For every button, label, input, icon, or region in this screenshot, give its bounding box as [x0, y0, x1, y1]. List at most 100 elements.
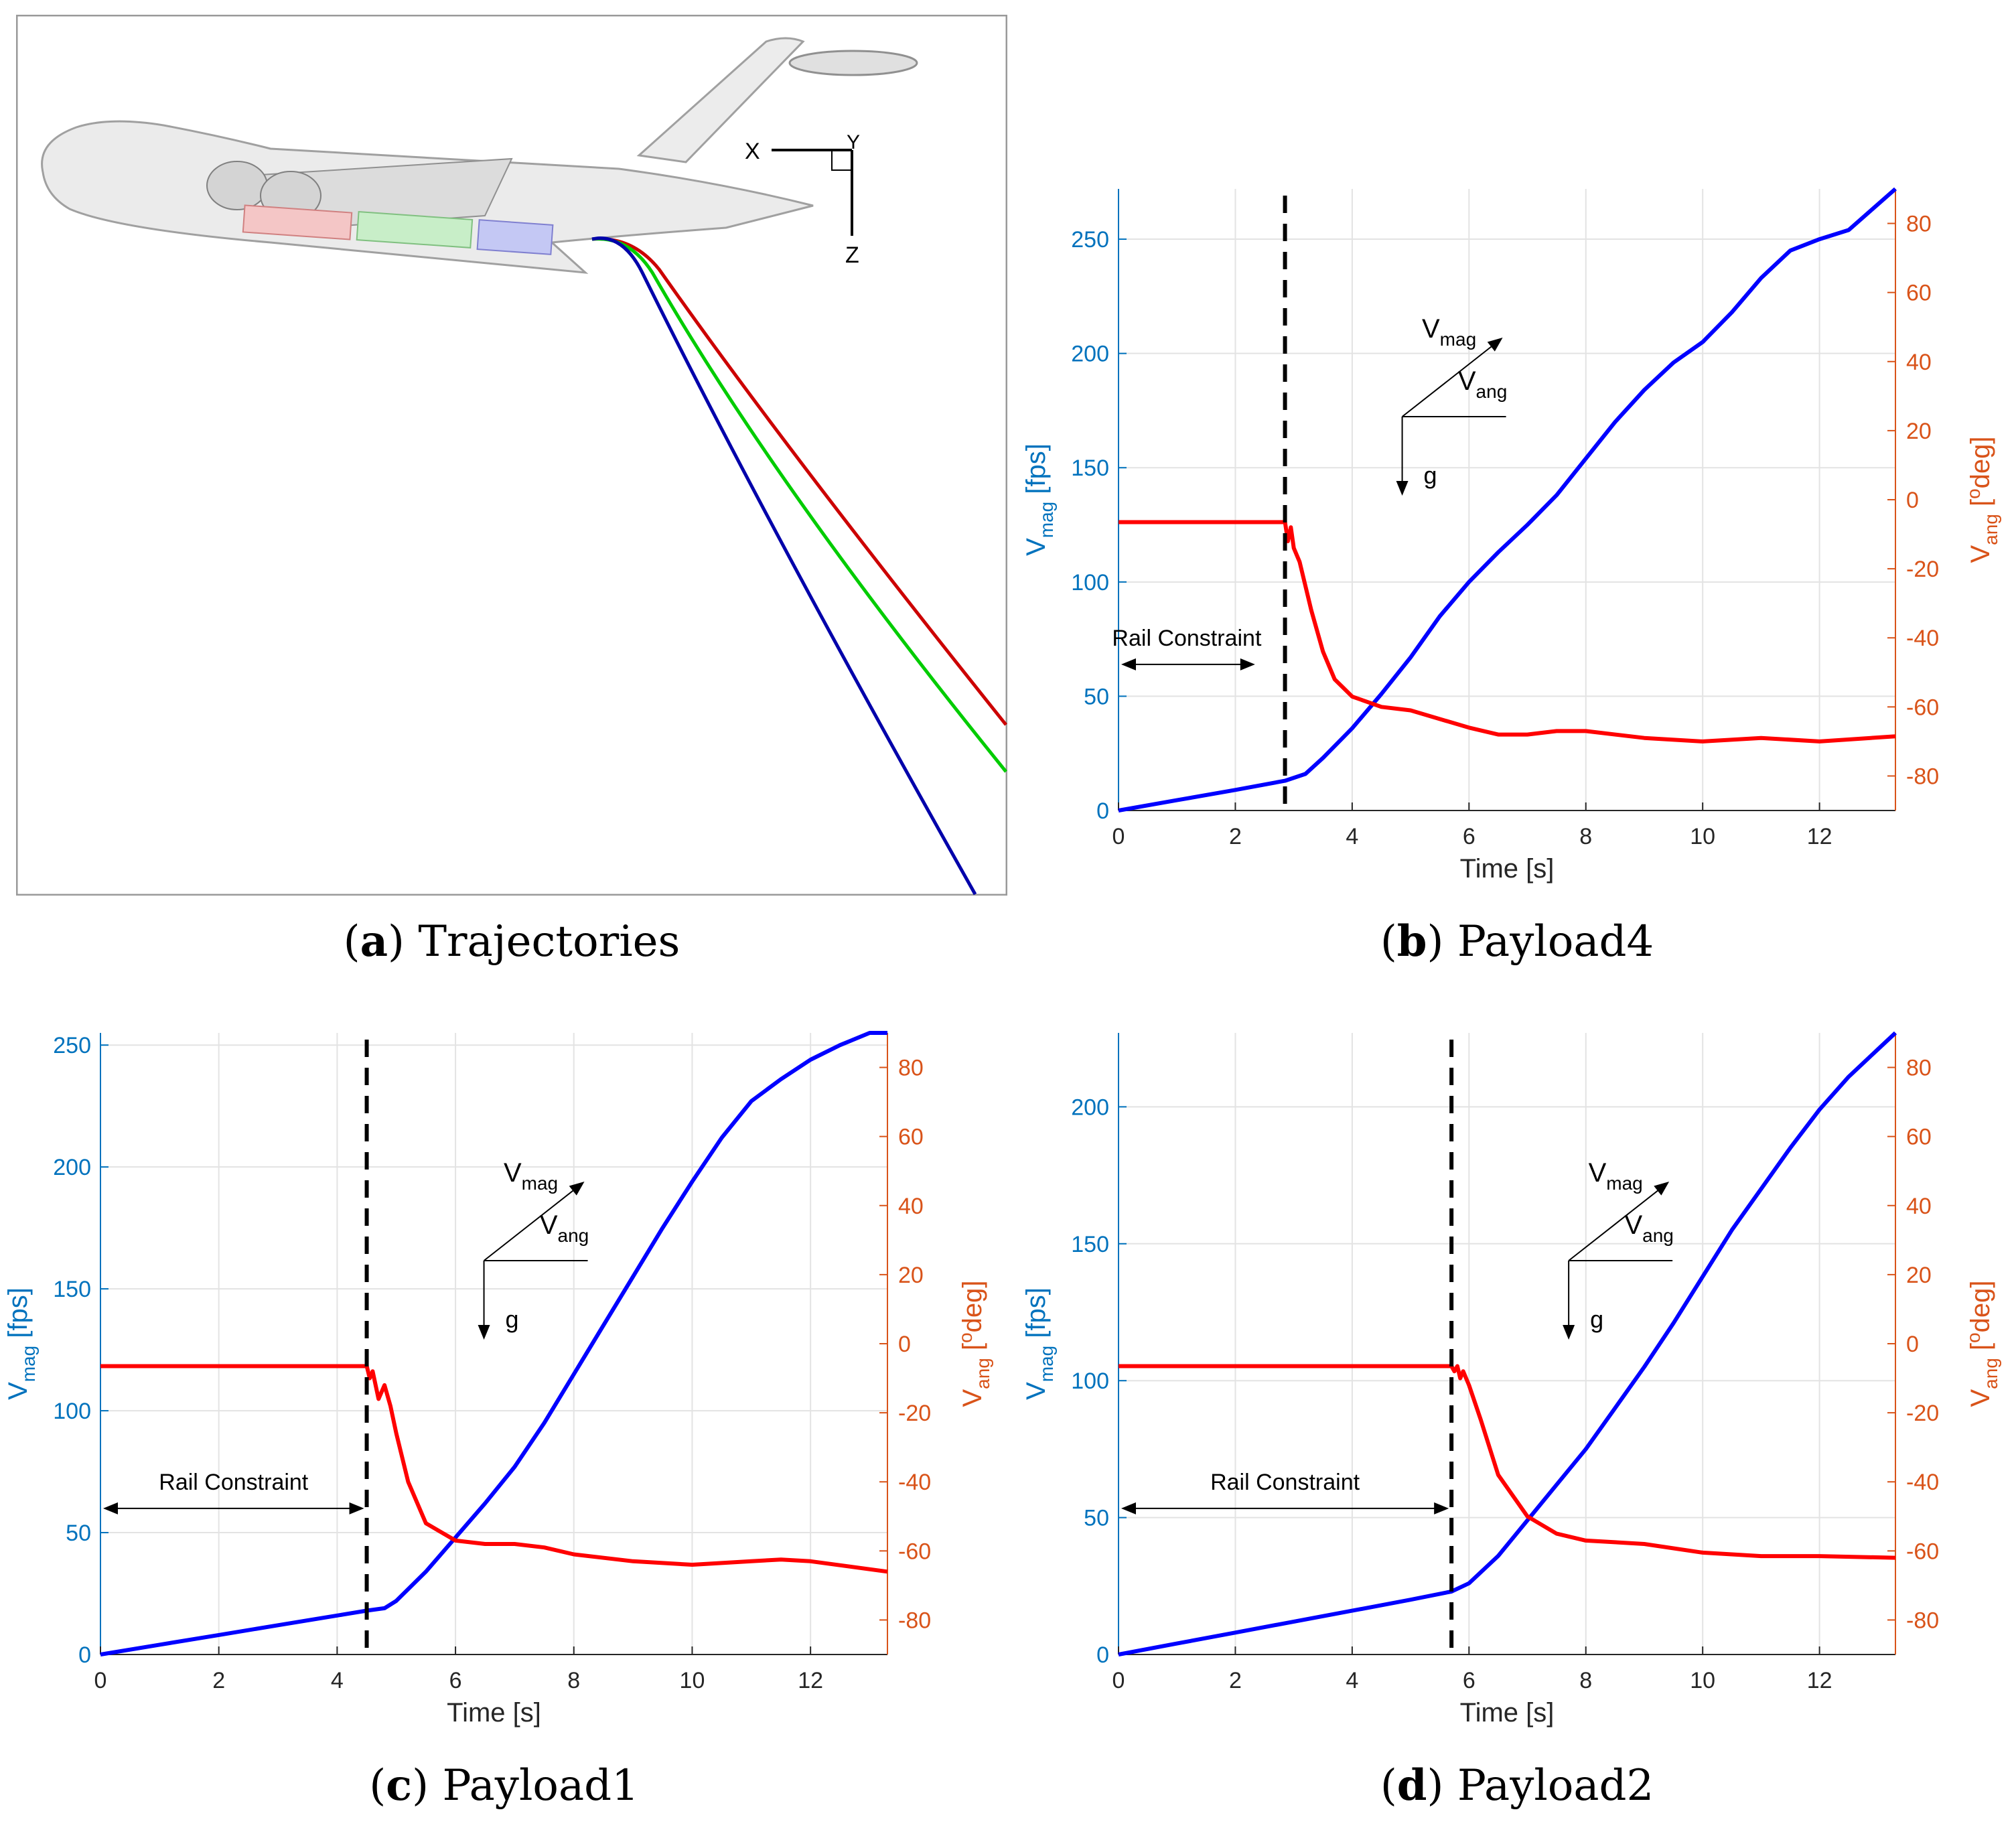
right-y-tick-label: 60 — [1906, 281, 1932, 306]
x-tick-label: 8 — [1579, 824, 1592, 849]
inset-gravity-arrow-head — [478, 1325, 490, 1340]
right-y-tick-label: -60 — [1906, 1539, 1939, 1564]
right-y-tick-label: 20 — [1906, 1263, 1932, 1288]
left-y-tick-label: 50 — [1084, 1506, 1109, 1531]
trajectory-figure: X Y Z — [15, 14, 1008, 896]
x-axis-label: Time [s] — [1460, 1698, 1555, 1728]
x-tick-label: 10 — [1690, 824, 1715, 849]
right-y-tick-label: -80 — [898, 1608, 931, 1633]
chart-payload2: 0 2 4 6 8 10 12 0 50 100 150 200 -80 -60 -40 -20 0 20 40 60… — [1018, 1011, 2016, 1748]
inset-vmag-arrow-head — [1487, 338, 1503, 352]
rail-constraint-label: Rail Constraint — [1112, 626, 1262, 651]
left-y-tick-label: 250 — [53, 1033, 91, 1058]
left-y-tick-label: 150 — [1071, 1232, 1109, 1257]
right-y-tick-label: 40 — [1906, 350, 1932, 375]
right-y-tick-label: -80 — [1906, 764, 1939, 789]
left-y-tick-label: 150 — [1071, 455, 1109, 481]
axis-label-y: Y — [847, 131, 860, 153]
rail-arrow-head-left — [1121, 1502, 1136, 1515]
trajectory-blue — [591, 236, 977, 896]
right-y-tick-label: 0 — [1906, 488, 1919, 513]
inset-vmag-label: Vmag — [1422, 314, 1476, 350]
trajectory-green — [591, 237, 1007, 773]
right-y-tick-label: 80 — [898, 1056, 924, 1081]
trajectory-red — [591, 237, 1007, 726]
x-tick-label: 6 — [449, 1668, 462, 1693]
left-y-tick-label: 0 — [1096, 1642, 1109, 1668]
inset-vmag-vector — [1568, 1186, 1663, 1261]
x-tick-label: 2 — [212, 1668, 225, 1693]
x-tick-label: 0 — [1112, 824, 1125, 849]
x-tick-label: 8 — [1579, 1668, 1592, 1693]
left-y-axis-label: Vmag [fps] — [1021, 443, 1057, 556]
inset-vmag-arrow-head — [1654, 1182, 1670, 1196]
x-tick-label: 10 — [1690, 1668, 1715, 1693]
aircraft-tail-fin — [636, 37, 805, 163]
vmag-line — [1118, 1031, 1897, 1657]
left-y-axis-label: Vmag [fps] — [1021, 1287, 1057, 1400]
vmag-line — [1118, 187, 1897, 813]
payload-red — [242, 204, 353, 240]
right-y-tick-label: -40 — [898, 1470, 931, 1495]
right-y-tick-label: -20 — [1906, 1401, 1939, 1426]
left-y-tick-label: 0 — [78, 1642, 91, 1668]
left-y-tick-label: 200 — [1071, 342, 1109, 367]
x-tick-label: 6 — [1463, 1668, 1475, 1693]
caption-c: (c) Payload1 — [369, 1760, 639, 1811]
inset-vmag-vector — [1401, 342, 1497, 417]
right-y-axis-label: Vang [odeg] — [1963, 1280, 2001, 1407]
caption-b: (b) Payload4 — [1380, 916, 1654, 967]
chart-payload1: 0 2 4 6 8 10 12 0 50 100 150 200 250 -80 -60 -40 -20 0 20 4… — [0, 1011, 1008, 1748]
right-y-axis-label: Vang [odeg] — [1963, 436, 2001, 563]
right-y-axis-label: Vang [odeg] — [955, 1280, 993, 1407]
x-tick-label: 0 — [94, 1668, 107, 1693]
left-y-tick-label: 0 — [1096, 798, 1109, 824]
aircraft-horizontal-stabilizer — [788, 50, 918, 76]
right-y-tick-label: 20 — [898, 1263, 924, 1288]
axes-triad: X Y Z — [745, 131, 860, 268]
right-y-tick-label: -40 — [1906, 1470, 1939, 1495]
aircraft-engine-1 — [206, 161, 268, 210]
x-tick-label: 4 — [1346, 1668, 1358, 1693]
vang-line — [1119, 520, 1896, 744]
right-y-tick-label: 80 — [1906, 212, 1932, 237]
payload-green — [356, 211, 474, 249]
vang-line — [100, 1364, 888, 1574]
left-y-tick-label: 100 — [1071, 570, 1109, 595]
right-y-tick-label: -40 — [1906, 626, 1939, 651]
chart-payload2-svg: 0 2 4 6 8 10 12 0 50 100 150 200 -80 -60 -40 -20 0 20 40 60… — [1021, 1031, 2001, 1728]
x-tick-label: 10 — [680, 1668, 705, 1693]
right-y-tick-label: 60 — [898, 1125, 924, 1150]
x-tick-label: 2 — [1229, 824, 1242, 849]
left-y-tick-label: 50 — [1084, 684, 1109, 709]
rail-arrow-head-left — [103, 1502, 118, 1515]
panel-a: X Y Z — [15, 14, 1008, 896]
right-y-tick-label: -80 — [1906, 1608, 1939, 1633]
axis-label-z: Z — [845, 242, 859, 268]
axis-label-x: X — [745, 139, 760, 164]
inset-gravity-arrow-head — [1396, 481, 1409, 496]
x-tick-label: 6 — [1463, 824, 1475, 849]
right-y-tick-label: -20 — [1906, 557, 1939, 582]
left-y-tick-label: 50 — [66, 1521, 91, 1546]
caption-a: (a) Trajectories — [343, 916, 680, 967]
rail-arrow-head-right — [349, 1502, 364, 1515]
right-y-tick-label: 0 — [1906, 1332, 1919, 1357]
rail-arrow-head-right — [1240, 658, 1255, 671]
inset-vmag-arrow-head — [569, 1182, 585, 1196]
chart-payload1-svg: 0 2 4 6 8 10 12 0 50 100 150 200 250 -80 -60 -40 -20 0 20 4… — [3, 1031, 993, 1728]
right-y-tick-label: 80 — [1906, 1056, 1932, 1081]
inset-vmag-vector — [483, 1186, 579, 1261]
chart-payload4: 0 2 4 6 8 10 12 0 50 100 150 200 250 -80 -60 -40 -20 0 20 4… — [1018, 167, 2016, 904]
right-y-tick-label: 60 — [1906, 1125, 1932, 1150]
left-y-axis-label: Vmag [fps] — [3, 1287, 39, 1400]
right-y-tick-label: 40 — [898, 1194, 924, 1219]
right-y-tick-label: 0 — [898, 1332, 911, 1357]
x-tick-label: 2 — [1229, 1668, 1242, 1693]
chart-payload4-svg: 0 2 4 6 8 10 12 0 50 100 150 200 250 -80 -60 -40 -20 0 20 4… — [1021, 187, 2001, 884]
rail-constraint-label: Rail Constraint — [1210, 1470, 1360, 1495]
inset-vang-label: Vang — [1624, 1210, 1673, 1246]
left-y-tick-label: 250 — [1071, 227, 1109, 253]
right-y-tick-label: 20 — [1906, 419, 1932, 444]
x-tick-label: 4 — [1346, 824, 1358, 849]
